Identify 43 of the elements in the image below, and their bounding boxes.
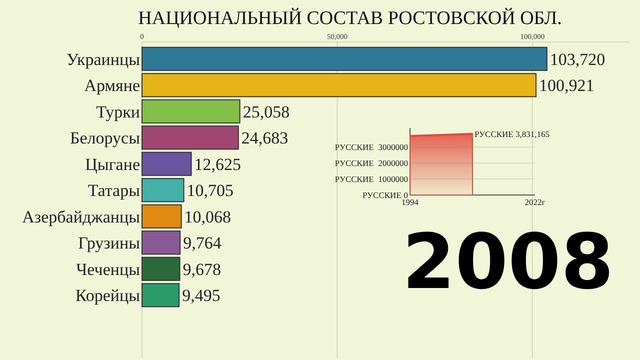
- y-tick-label: Грузины: [78, 234, 141, 253]
- y-tick-label: Татары: [88, 181, 141, 200]
- text: РУССКИЕ: [334, 174, 374, 184]
- data-label: 10,705: [186, 181, 234, 200]
- data-label: 25,058: [242, 102, 290, 122]
- x-tick-label: 1994: [402, 197, 420, 207]
- bar: [142, 283, 180, 308]
- annotation: 2008: [402, 217, 614, 306]
- bar: [142, 230, 181, 255]
- data-label: 24,683: [241, 128, 288, 148]
- data-label: 9,678: [182, 260, 222, 279]
- bar: [142, 126, 239, 150]
- data-label: 12,625: [194, 154, 242, 174]
- bar: [142, 178, 184, 202]
- y-tick-label: 0: [404, 190, 408, 200]
- bar: [142, 46, 548, 71]
- bar: [142, 152, 192, 176]
- y-tick-label: Корейцы: [75, 286, 141, 306]
- y-axis-title: РУССКИЕ: [362, 190, 402, 200]
- bar: [142, 73, 536, 98]
- chart-title: НАЦИОНАЛЬНЫЙ СОСТАВ РОСТОВСКОЙ ОБЛ.: [138, 7, 562, 29]
- bar: [142, 99, 240, 124]
- data-label: 9,764: [183, 234, 222, 253]
- data-label: 9,495: [182, 286, 220, 306]
- text: РУССКИЕ: [334, 158, 374, 168]
- data-label: 103,720: [550, 50, 606, 69]
- y-tick-label: Чеченцы: [76, 260, 141, 279]
- y-tick-label: Украинцы: [66, 50, 141, 69]
- annotation: РУССКИЕ 3,831,165: [474, 128, 550, 139]
- y-tick-label: 1000000: [378, 174, 408, 184]
- y-tick-label: Турки: [96, 102, 140, 122]
- bar: [142, 204, 182, 228]
- data-label: 10,068: [184, 207, 232, 226]
- y-tick-label: Цыгане: [85, 154, 140, 174]
- bar: [142, 256, 180, 281]
- text: РУССКИЕ: [334, 142, 374, 152]
- y-tick-label: 3000000: [378, 142, 408, 152]
- x-tick-label: 2022г: [524, 197, 546, 207]
- y-tick-label: Белорусы: [70, 128, 141, 148]
- y-tick-label: Азербайджанцы: [22, 207, 141, 226]
- data-label: 100,921: [538, 76, 594, 96]
- y-tick-label: 2000000: [378, 158, 408, 168]
- y-tick-label: Армяне: [84, 76, 140, 96]
